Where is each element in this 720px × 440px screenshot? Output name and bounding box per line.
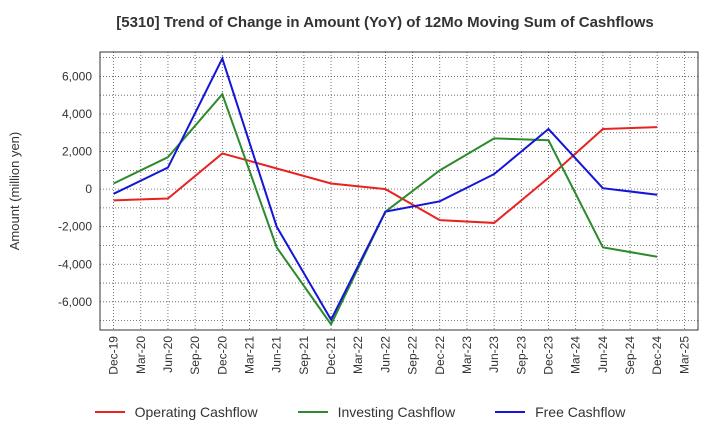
x-tick-label: Sep-20 — [188, 336, 202, 375]
x-tick-label: Dec-19 — [107, 336, 121, 375]
gridlines — [100, 52, 698, 330]
plot-background — [100, 52, 698, 330]
y-tick-label: 2,000 — [62, 145, 92, 159]
x-tick-label: Mar-21 — [243, 336, 257, 374]
y-tick-label: -6,000 — [58, 295, 92, 309]
series-lines — [113, 55, 658, 327]
x-tick-label: Sep-24 — [623, 336, 637, 375]
legend-swatch — [94, 411, 125, 413]
x-tick-label: Sep-21 — [297, 336, 311, 375]
legend-item: Free Cashflow — [495, 404, 625, 420]
x-tick-label: Mar-22 — [351, 336, 365, 374]
legend: Operating Cashflow Investing Cashflow Free… — [0, 404, 720, 420]
x-tick-label: Jun-23 — [487, 336, 501, 373]
y-tick-label: -4,000 — [58, 257, 92, 271]
legend-label: Investing Cashflow — [337, 404, 456, 420]
x-tick-label: Mar-20 — [134, 336, 148, 374]
y-tick-labels: 6,000 4,000 2,000 0 -2,000 -4,000 -6,000 — [58, 69, 92, 308]
series-line-operating-cashflow — [113, 126, 658, 224]
x-tick-label: Mar-23 — [460, 336, 474, 374]
x-tick-label: Mar-24 — [569, 336, 583, 374]
legend-swatch — [495, 411, 526, 413]
x-tick-label: Dec-22 — [433, 336, 447, 375]
y-tick-label: -2,000 — [58, 220, 92, 234]
x-tick-label: Dec-20 — [215, 336, 229, 375]
x-tick-label: Jun-24 — [596, 336, 610, 373]
x-tick-label: Dec-21 — [324, 336, 338, 375]
legend-swatch — [297, 411, 328, 413]
x-tick-label: Dec-24 — [650, 336, 664, 375]
legend-item: Operating Cashflow — [94, 404, 258, 420]
chart-title: [5310] Trend of Change in Amount (YoY) o… — [116, 14, 654, 31]
y-tick-label: 0 — [85, 182, 92, 196]
legend-label: Operating Cashflow — [134, 404, 258, 420]
x-tick-label: Sep-22 — [406, 336, 420, 375]
x-tick-label: Jun-22 — [378, 336, 392, 373]
x-tick-labels: Dec-19 Mar-20 Jun-20 Sep-20 Dec-20 Mar-21 Jun-… — [107, 336, 692, 375]
y-tick-label: 4,000 — [62, 107, 92, 121]
x-tick-label: Jun-20 — [161, 336, 175, 373]
plot-frame — [99, 51, 699, 331]
x-tick-label: Mar-25 — [677, 336, 691, 374]
series-line-free-cashflow — [113, 55, 658, 322]
legend-item: Investing Cashflow — [297, 404, 456, 420]
x-tick-label: Sep-23 — [514, 336, 528, 375]
legend-label: Free Cashflow — [535, 404, 626, 420]
y-axis-title: Amount (million yen) — [7, 132, 22, 251]
y-tick-label: 6,000 — [62, 69, 92, 83]
x-tick-label: Dec-23 — [542, 336, 556, 375]
x-tick-label: Jun-21 — [270, 336, 284, 373]
